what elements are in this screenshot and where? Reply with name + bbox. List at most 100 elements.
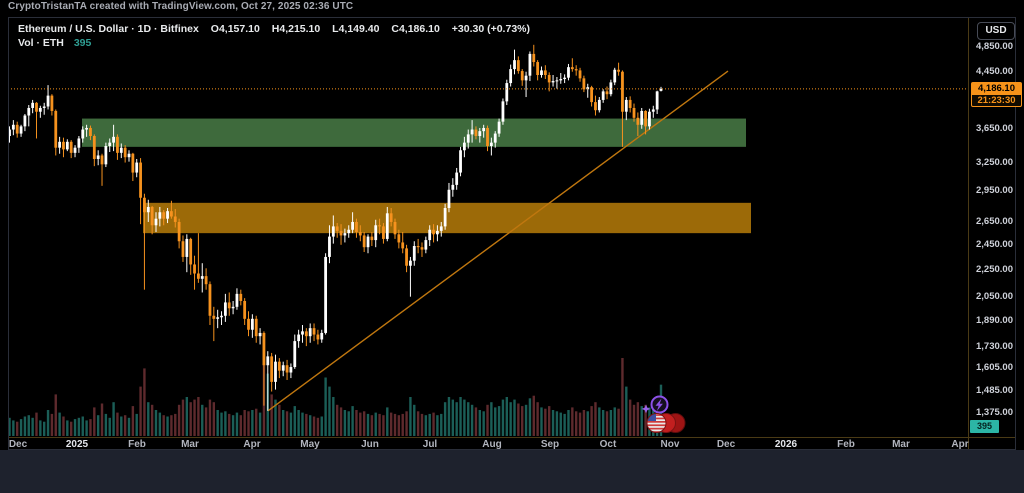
volume-bar bbox=[405, 411, 408, 436]
volume-indicator-label[interactable]: Vol · ETH bbox=[18, 37, 64, 49]
volume-bar bbox=[127, 417, 131, 436]
volume-bar bbox=[366, 413, 370, 436]
volume-bar bbox=[62, 416, 65, 436]
volume-bar bbox=[255, 408, 258, 436]
volume-bar bbox=[532, 395, 535, 436]
volume-bar bbox=[436, 415, 439, 436]
candle-body bbox=[89, 127, 92, 137]
volume-bar bbox=[228, 413, 231, 436]
candle-body bbox=[351, 221, 354, 230]
candle-body bbox=[439, 226, 443, 231]
volume-bar bbox=[12, 420, 15, 436]
demand-zone-orange[interactable] bbox=[143, 202, 751, 234]
candle-body bbox=[601, 91, 605, 100]
footer-bar: TradingView bbox=[0, 450, 1024, 493]
volume-bar bbox=[108, 417, 111, 436]
candle-body bbox=[520, 71, 524, 81]
candle-body bbox=[412, 245, 416, 261]
candle-body bbox=[96, 155, 100, 159]
boost-lightning-icon[interactable] bbox=[641, 395, 669, 414]
price-tick-label: 4,450.00 bbox=[976, 65, 1013, 77]
time-tick-label: Nov bbox=[660, 439, 680, 450]
candle-body bbox=[31, 102, 35, 108]
candle-body bbox=[331, 226, 335, 237]
time-tick-label: Dec bbox=[8, 439, 28, 450]
candle-body bbox=[563, 77, 567, 80]
volume-bar bbox=[467, 402, 470, 436]
volume-bar bbox=[513, 399, 516, 436]
candle-body bbox=[536, 62, 540, 76]
ohlc-open: O4,157.10 bbox=[210, 23, 260, 35]
candle-body bbox=[58, 141, 62, 148]
volume-bar bbox=[50, 413, 54, 436]
currency-toggle-button[interactable]: USD bbox=[977, 22, 1015, 40]
candle-body bbox=[54, 110, 58, 148]
candle-body bbox=[389, 213, 393, 222]
candle-body bbox=[100, 155, 104, 165]
candle-body bbox=[509, 69, 513, 84]
volume-bar bbox=[455, 402, 458, 436]
ascending-trendline[interactable] bbox=[267, 70, 729, 412]
volume-bar bbox=[27, 415, 30, 436]
volume-bar bbox=[197, 397, 200, 436]
candle-body bbox=[335, 226, 339, 231]
volume-bar bbox=[135, 413, 138, 436]
candle-body bbox=[200, 276, 204, 279]
candle-body bbox=[177, 221, 181, 242]
reaction-flag-badge[interactable] bbox=[646, 413, 686, 433]
volume-bar bbox=[204, 407, 208, 436]
volume-bar bbox=[96, 415, 100, 436]
candle-body bbox=[432, 229, 435, 235]
price-tick-label: 2,650.00 bbox=[976, 216, 1013, 228]
time-tick-label: Aug bbox=[482, 439, 502, 450]
candle-body bbox=[235, 293, 239, 307]
volume-bar bbox=[389, 412, 393, 436]
candle-body bbox=[605, 91, 609, 95]
volume-bar bbox=[555, 411, 559, 436]
volume-bar bbox=[628, 399, 632, 436]
candle-body bbox=[308, 328, 312, 337]
candle-body bbox=[69, 141, 73, 153]
supply-zone-green[interactable] bbox=[82, 118, 746, 147]
volume-bar bbox=[308, 415, 312, 436]
candle-body bbox=[470, 129, 474, 135]
candle-body bbox=[478, 131, 482, 137]
candle-body bbox=[636, 117, 640, 125]
volume-bar bbox=[231, 415, 235, 436]
flag-circle-ring bbox=[646, 413, 667, 433]
candle-body bbox=[559, 79, 563, 81]
candle-body bbox=[216, 317, 220, 319]
candle-body bbox=[143, 197, 146, 213]
volume-bar bbox=[116, 412, 119, 436]
candle-body bbox=[574, 69, 578, 71]
time-tick-label: 2026 bbox=[774, 439, 798, 450]
volume-bar bbox=[374, 412, 377, 436]
chart-legend: Ethereum / U.S. Dollar · 1D · Bitfinex O… bbox=[18, 22, 530, 50]
candle-body bbox=[212, 315, 216, 319]
volume-bar bbox=[19, 419, 23, 436]
candle-body bbox=[505, 83, 509, 102]
volume-bar bbox=[77, 417, 81, 436]
candle-body bbox=[486, 127, 489, 147]
candle-body bbox=[73, 147, 77, 153]
candle-body bbox=[590, 87, 594, 103]
volume-bar bbox=[497, 406, 501, 436]
candle-body bbox=[27, 107, 31, 116]
candle-body bbox=[474, 129, 478, 137]
symbol-title[interactable]: Ethereum / U.S. Dollar · 1D · Bitfinex bbox=[18, 23, 199, 35]
candle-body bbox=[281, 365, 285, 371]
volume-bar bbox=[239, 415, 242, 436]
volume-bar bbox=[193, 399, 196, 436]
candle-body bbox=[65, 141, 69, 150]
candle-body bbox=[378, 225, 381, 227]
volume-bar bbox=[359, 412, 362, 436]
volume-bar bbox=[440, 413, 443, 436]
volume-bar bbox=[166, 416, 169, 436]
candle-body bbox=[397, 234, 401, 243]
last-price-value: 4,186.10 bbox=[972, 83, 1021, 96]
candle-body bbox=[409, 260, 412, 266]
candle-body bbox=[223, 302, 227, 316]
candle-body bbox=[247, 318, 250, 330]
volume-bar bbox=[224, 411, 227, 436]
